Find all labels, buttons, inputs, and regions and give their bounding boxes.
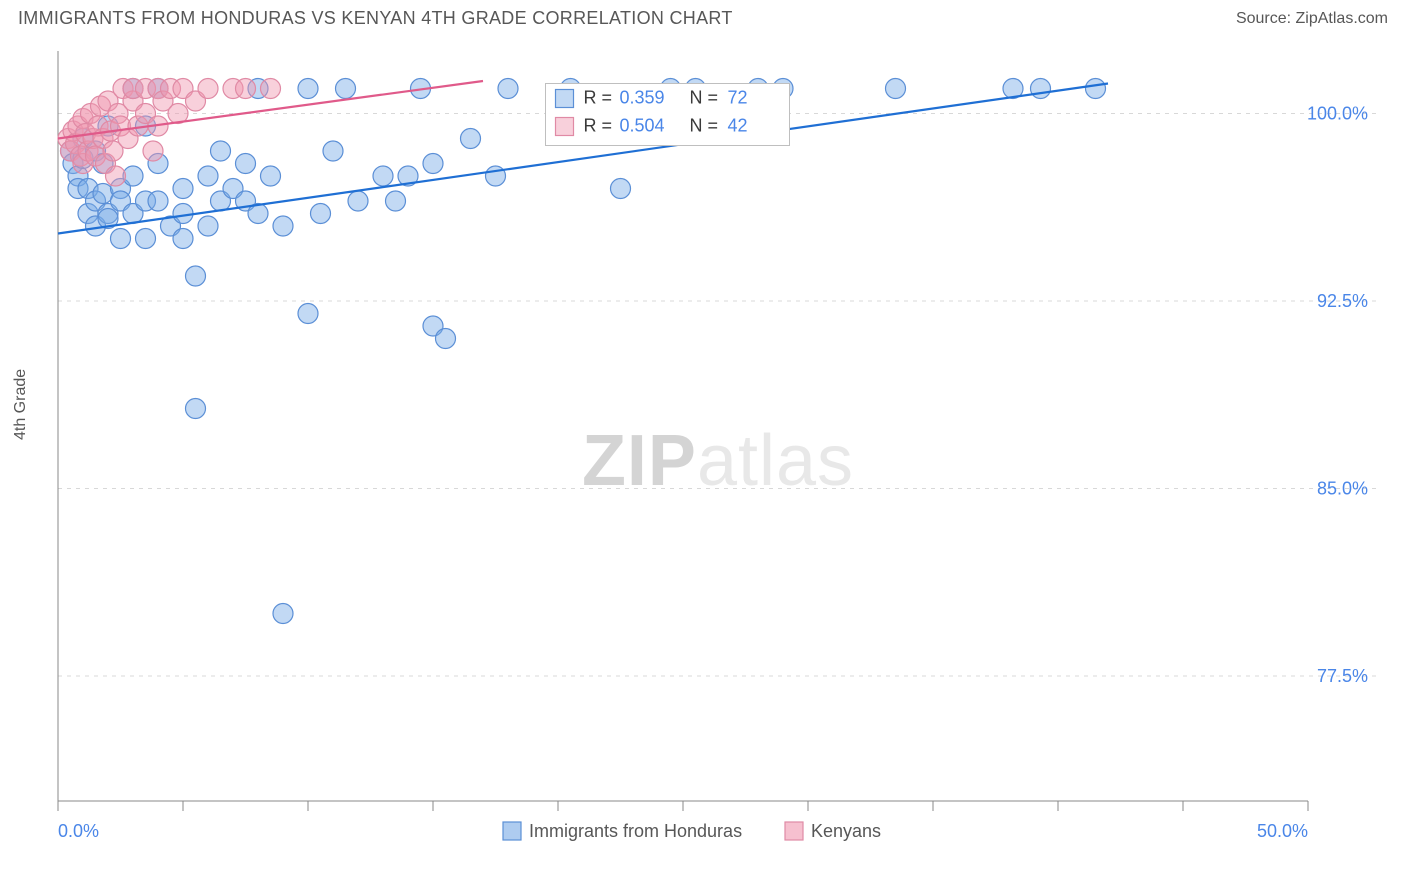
y-axis-label: 4th Grade (12, 369, 30, 440)
chart-title: IMMIGRANTS FROM HONDURAS VS KENYAN 4TH G… (18, 8, 733, 29)
svg-text:N =: N = (690, 116, 719, 136)
source-value: ZipAtlas.com (1296, 10, 1388, 27)
svg-text:0.359: 0.359 (620, 88, 665, 108)
svg-text:50.0%: 50.0% (1257, 821, 1308, 841)
svg-text:72: 72 (728, 88, 748, 108)
chart-area: 77.5% 85.0% 92.5% 100.0% 0.0% 50.0% R = 0.359 N … (48, 41, 1388, 881)
scatter-chart: 77.5% 85.0% 92.5% 100.0% 0.0% 50.0% R = 0.359 N … (48, 41, 1388, 881)
source-prefix: Source: (1236, 10, 1296, 27)
svg-text:N =: N = (690, 88, 719, 108)
svg-text:R =: R = (584, 88, 613, 108)
svg-text:42: 42 (728, 116, 748, 136)
svg-text:92.5%: 92.5% (1317, 291, 1368, 311)
svg-text:Immigrants from Honduras: Immigrants from Honduras (529, 821, 742, 841)
svg-text:0.0%: 0.0% (58, 821, 99, 841)
svg-text:85.0%: 85.0% (1317, 479, 1368, 499)
chart-source: Source: ZipAtlas.com (1236, 10, 1388, 28)
svg-text:Kenyans: Kenyans (811, 821, 881, 841)
svg-text:0.504: 0.504 (620, 116, 665, 136)
chart-header: IMMIGRANTS FROM HONDURAS VS KENYAN 4TH G… (0, 0, 1406, 33)
svg-text:R =: R = (584, 116, 613, 136)
svg-text:77.5%: 77.5% (1317, 666, 1368, 686)
svg-text:100.0%: 100.0% (1307, 104, 1368, 124)
